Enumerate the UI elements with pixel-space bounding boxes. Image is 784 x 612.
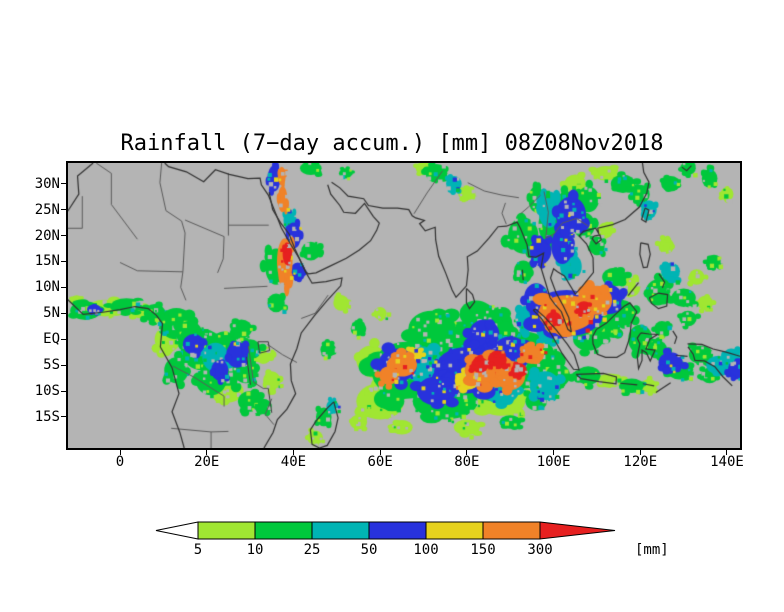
y-tick-mark: [61, 235, 66, 237]
x-tick-mark: [379, 450, 381, 455]
colorbar-segment: [197, 521, 256, 540]
x-tick-label: 20E: [194, 454, 220, 470]
y-tick-label: 20N: [34, 227, 60, 244]
colorbar-segment: [482, 521, 541, 540]
colorbar-label: 300: [527, 542, 552, 558]
map-frame: [66, 161, 742, 450]
x-tick-mark: [119, 450, 121, 455]
x-tick-label: 80E: [454, 454, 480, 470]
y-tick-mark: [61, 209, 66, 211]
x-tick-label: 100E: [536, 454, 571, 470]
y-tick-mark: [61, 338, 66, 340]
colorbar-right-arrow: [539, 521, 616, 540]
colorbar-label: 5: [194, 542, 202, 558]
x-tick-label: 60E: [367, 454, 393, 470]
x-tick-mark: [206, 450, 208, 455]
x-tick-mark: [466, 450, 468, 455]
colorbar-units-label: [mm]: [635, 542, 669, 558]
colorbar-segment: [254, 521, 313, 540]
y-tick-mark: [61, 286, 66, 288]
x-tick-label: 40E: [280, 454, 307, 470]
y-tick-label: 25N: [34, 201, 60, 218]
y-tick-label: 15S: [34, 408, 60, 425]
y-tick-label: 30N: [34, 175, 60, 192]
y-tick-label: 10S: [34, 383, 60, 399]
y-tick-mark: [61, 416, 66, 418]
colorbar-segment: [311, 521, 370, 540]
x-tick-label: 120E: [623, 454, 658, 470]
y-tick-label: 5N: [43, 305, 60, 322]
colorbar-label: 150: [470, 542, 495, 558]
y-tick-mark: [61, 390, 66, 392]
chart-title: Rainfall (7−day accum.) [mm] 08Z08Nov201…: [120, 131, 664, 156]
y-tick-label: EQ: [43, 331, 60, 348]
y-tick-label: 10N: [34, 279, 60, 296]
rainfall-map-canvas: [68, 163, 740, 448]
y-tick-mark: [61, 260, 66, 262]
x-tick-mark: [639, 450, 641, 455]
x-tick-mark: [292, 450, 294, 455]
colorbar-left-arrow: [155, 521, 199, 540]
x-tick-mark: [726, 450, 728, 455]
colorbar-segment: [368, 521, 427, 540]
y-tick-mark: [61, 312, 66, 314]
x-tick-mark: [553, 450, 555, 455]
colorbar-legend: 5 10 25 50 100 150 300 [mm]: [155, 521, 669, 558]
colorbar-label: 10: [247, 542, 264, 558]
y-tick-label: 5S: [43, 357, 60, 374]
colorbar-label: 100: [413, 542, 438, 558]
colorbar-segment: [425, 521, 484, 540]
x-tick-label: 0: [115, 454, 125, 470]
y-tick-mark: [61, 364, 66, 366]
y-tick-mark: [61, 183, 66, 185]
colorbar-label: 25: [304, 542, 321, 558]
x-tick-label: 140E: [710, 454, 744, 470]
y-tick-label: 15N: [34, 253, 60, 270]
colorbar-label: 50: [361, 542, 378, 558]
